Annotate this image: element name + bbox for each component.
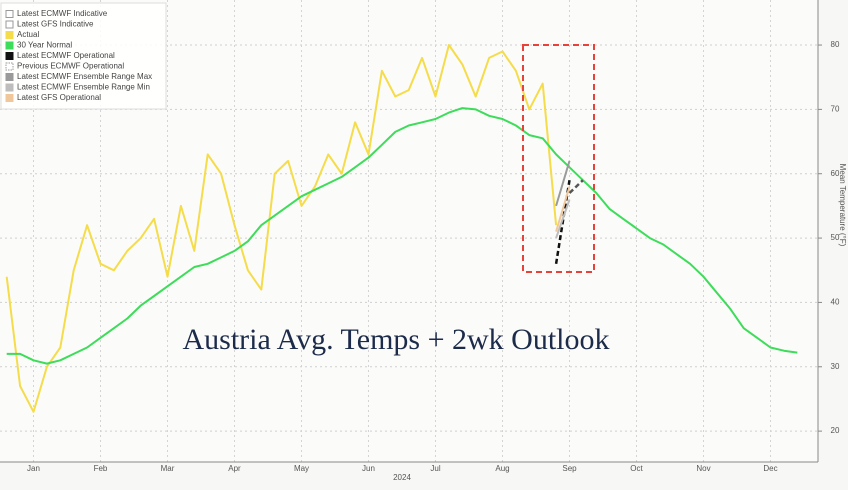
legend-label: 30 Year Normal bbox=[17, 41, 72, 50]
x-tick-label: Apr bbox=[228, 464, 241, 473]
x-tick-label: Jun bbox=[362, 464, 375, 473]
y-tick-label: 40 bbox=[831, 298, 840, 307]
series-line bbox=[568, 179, 584, 194]
legend-label: Actual bbox=[17, 30, 39, 39]
highlight-box bbox=[522, 44, 595, 273]
y-tick-label: 80 bbox=[831, 40, 840, 49]
x-tick-label: Jan bbox=[27, 464, 40, 473]
y-tick-label: 50 bbox=[831, 233, 840, 242]
legend-label: Latest GFS Indicative bbox=[17, 20, 94, 29]
legend-swatch bbox=[5, 94, 14, 102]
annotation: Austria Avg. Temps + 2wk Outlook bbox=[182, 323, 609, 356]
legend-swatch bbox=[5, 20, 14, 29]
legend-label: Latest GFS Operational bbox=[17, 93, 101, 102]
y-tick-label: 70 bbox=[831, 104, 840, 113]
legend-box bbox=[0, 2, 167, 110]
x-tick-label: Aug bbox=[495, 464, 509, 473]
legend-swatch bbox=[5, 41, 14, 50]
legend-swatch bbox=[5, 83, 14, 92]
x-tick-label: Oct bbox=[630, 464, 643, 473]
legend-swatch bbox=[5, 62, 14, 71]
x-tick-label: Mar bbox=[161, 464, 175, 473]
y-tick-label: 30 bbox=[831, 362, 840, 371]
legend-label: Latest ECMWF Indicative bbox=[17, 9, 108, 18]
x-tick-label: Dec bbox=[763, 464, 777, 473]
x-tick-label: Nov bbox=[696, 464, 710, 473]
x-tick-label: Jul bbox=[430, 464, 440, 473]
y-tick-label: 60 bbox=[831, 169, 840, 178]
x-tick-label: Feb bbox=[94, 464, 108, 473]
series-line bbox=[5, 44, 558, 413]
legend-swatch bbox=[5, 73, 14, 81]
legend: Latest ECMWF Indicative Latest GFS Indica… bbox=[5, 9, 152, 102]
lines bbox=[5, 44, 798, 413]
x-axis-label: 2024 bbox=[393, 473, 411, 482]
x-tick-label: May bbox=[294, 464, 309, 473]
legend-label: Latest ECMWF Ensemble Range Min bbox=[17, 83, 150, 92]
grid bbox=[0, 0, 818, 462]
series-line bbox=[554, 180, 571, 264]
legend-swatch bbox=[5, 10, 14, 18]
series-line bbox=[555, 186, 571, 232]
legend-swatch bbox=[5, 52, 14, 60]
legend-label: Previous ECMWF Operational bbox=[17, 62, 124, 71]
series-line bbox=[555, 160, 571, 207]
y-tick-label: 20 bbox=[831, 426, 840, 435]
x-tick-label: Sep bbox=[562, 464, 577, 473]
legend-label: Latest ECMWF Operational bbox=[17, 51, 115, 60]
legend-swatch bbox=[5, 31, 14, 39]
y-axis-label: Mean Temperature (°F) bbox=[838, 164, 847, 247]
series-line bbox=[555, 199, 571, 239]
legend-label: Latest ECMWF Ensemble Range Max bbox=[17, 72, 152, 81]
series-line bbox=[6, 107, 798, 365]
